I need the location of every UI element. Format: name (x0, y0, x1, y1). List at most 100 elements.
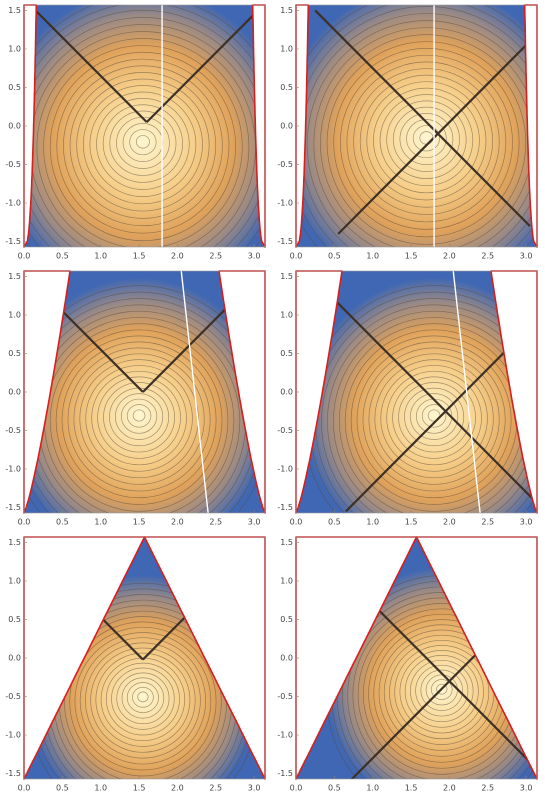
ridge-line (314, 9, 439, 135)
heat-field (296, 5, 537, 247)
contour-line (430, 679, 453, 700)
y-tick-label: 0.0 (8, 388, 21, 397)
y-tick-label: 0.0 (280, 388, 293, 397)
heat-field (303, 277, 537, 513)
contour-line (85, 365, 193, 472)
y-tick-label: -0.5 (5, 692, 21, 701)
contour-line (97, 376, 181, 459)
y-tick-label: 1.0 (8, 576, 21, 585)
x-tick-label: 0.5 (328, 252, 341, 261)
y-tick-label: 0.5 (8, 349, 21, 358)
contour-line (410, 393, 459, 440)
contour-field (296, 271, 537, 513)
y-tick-label: 1.5 (8, 6, 21, 15)
y-tick-label: 1.5 (280, 272, 293, 281)
contour-line (24, 17, 265, 247)
contour-line (96, 98, 190, 190)
y-tick-label: 0.0 (280, 122, 293, 131)
ridge-line (437, 132, 531, 227)
y-tick-label: 0.5 (280, 83, 293, 92)
y-tick-label: 1.0 (280, 576, 293, 585)
x-tick-label: 1.0 (366, 518, 379, 527)
contour-line (412, 125, 441, 152)
y-tick-label: 1.0 (280, 44, 293, 53)
y-tick-label: 0.5 (8, 615, 21, 624)
contour-line (296, 6, 537, 247)
x-tick-label: 2.5 (209, 518, 222, 527)
x-tick-label: 0.5 (56, 252, 69, 261)
contour-line (327, 310, 537, 513)
y-tick-label: -1.0 (277, 199, 293, 208)
x-tick-label: 0.0 (18, 252, 31, 261)
contour-line (126, 404, 152, 428)
x-tick-label: 0.0 (18, 784, 31, 793)
contour-line (64, 621, 222, 779)
x-tick-label: 0.5 (56, 518, 69, 527)
x-tick-label: 3.0 (520, 518, 533, 527)
contour-line (115, 393, 164, 440)
contour-line (24, 285, 265, 513)
contour-line (399, 650, 484, 734)
ridge-line (437, 32, 537, 135)
contour-line (90, 647, 196, 753)
y-tick-label: -1.0 (5, 199, 21, 208)
x-tick-label: 2.0 (171, 252, 184, 261)
contour-line (126, 682, 159, 714)
ridge-line (337, 132, 439, 235)
heat-field (24, 5, 265, 247)
x-tick-label: 1.0 (94, 784, 107, 793)
contour-line (69, 626, 217, 777)
x-tick-label: 3.0 (248, 784, 261, 793)
ridge-line (145, 5, 265, 123)
contour-field (24, 5, 265, 247)
x-tick-label: 0.0 (18, 518, 31, 527)
boundary-region (295, 4, 310, 248)
contour-line (353, 68, 500, 215)
contour-line (103, 382, 175, 453)
x-tick-label: 2.5 (209, 784, 222, 793)
contour-line (79, 637, 207, 765)
ridge-line (444, 410, 537, 505)
contour-field (296, 5, 537, 247)
x-tick-label: 1.0 (94, 252, 107, 261)
x-tick-label: 2.5 (481, 784, 494, 793)
boundary-region (251, 4, 266, 248)
contour-line (373, 87, 480, 194)
contour-line (392, 376, 476, 459)
contour-line (67, 347, 211, 492)
contour-line (85, 642, 201, 759)
contour-line (326, 41, 527, 245)
y-tick-label: 0.5 (280, 349, 293, 358)
x-tick-label: 0.0 (290, 784, 303, 793)
contour-line (436, 683, 448, 695)
y-tick-label: 0.0 (8, 654, 21, 663)
contour-panel: 0.0 0.5 1.0 1.5 2.0 2.5 3.0 -1.5 -1.0 -0.5 0.0 0.5 1… (277, 4, 538, 261)
x-tick-label: 2.0 (443, 784, 456, 793)
boundary-region (295, 536, 418, 780)
x-tick-label: 1.0 (94, 518, 107, 527)
x-tick-label: 3.0 (248, 518, 261, 527)
contour-line (420, 669, 464, 711)
contour-panel: 0.0 0.5 1.0 1.5 2.0 2.5 3.0 -1.5 -1.0 -0.5 0.0 0.5 1… (5, 536, 266, 793)
branch-cut (452, 271, 481, 513)
x-tick-label: 1.5 (405, 252, 418, 261)
y-tick-label: 1.5 (280, 538, 293, 547)
contour-line (404, 655, 479, 728)
contour-line (137, 691, 149, 703)
x-tick-label: 0.5 (328, 784, 341, 793)
x-tick-label: 3.0 (248, 252, 261, 261)
contour-line (342, 592, 537, 779)
y-tick-label: 1.5 (280, 6, 293, 15)
contour-line (36, 38, 250, 247)
contour-line (132, 686, 154, 708)
y-tick-label: -1.0 (5, 465, 21, 474)
x-tick-label: 1.5 (133, 518, 146, 527)
contour-line (73, 353, 205, 485)
contour-line (380, 365, 488, 472)
y-tick-label: -1.5 (277, 237, 293, 246)
contour-line (306, 20, 537, 247)
contour-line (121, 677, 165, 719)
contour-line (111, 667, 175, 730)
contour-line (76, 78, 210, 212)
